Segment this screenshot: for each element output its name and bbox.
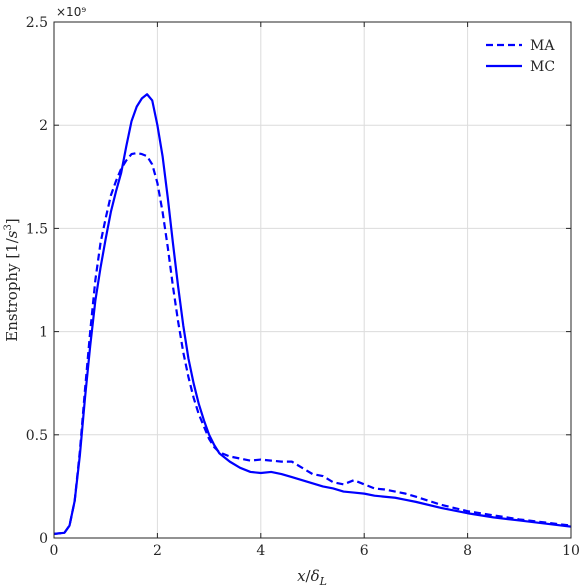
x-tick-label: 2 [153, 543, 162, 559]
series-layer [53, 93, 572, 535]
x-tick-label: 10 [562, 543, 580, 559]
y-tick-label: 2.5 [26, 15, 48, 31]
y-tick-label: 1 [39, 325, 48, 341]
y-tick-label: 2 [39, 118, 48, 134]
y-tick-label: 0.5 [26, 428, 48, 444]
y-tick-label: 1.5 [26, 221, 48, 237]
y-tick-label: 0 [39, 531, 48, 547]
series-line-mc [53, 93, 572, 535]
plot-frame [53, 21, 572, 539]
x-tick-label: 4 [256, 543, 265, 559]
x-tick-label: 6 [360, 543, 369, 559]
x-tick-label: 0 [50, 543, 59, 559]
x-axis-title: x/δL [297, 567, 327, 587]
x-tick-label: 8 [463, 543, 472, 559]
y-exponent-label: ×10⁹ [56, 5, 86, 19]
axis-ticks: 0 2 4 6 8 10 0 0.5 1 1.5 2 2.5 [26, 15, 580, 559]
series-line-ma [53, 151, 572, 535]
y-axis-title: Enstrophy [1/s3] [3, 218, 21, 341]
legend-label-mc: MC [530, 59, 555, 75]
legend: MA MC [486, 38, 555, 75]
grid [53, 21, 572, 539]
legend-label-ma: MA [530, 38, 555, 54]
